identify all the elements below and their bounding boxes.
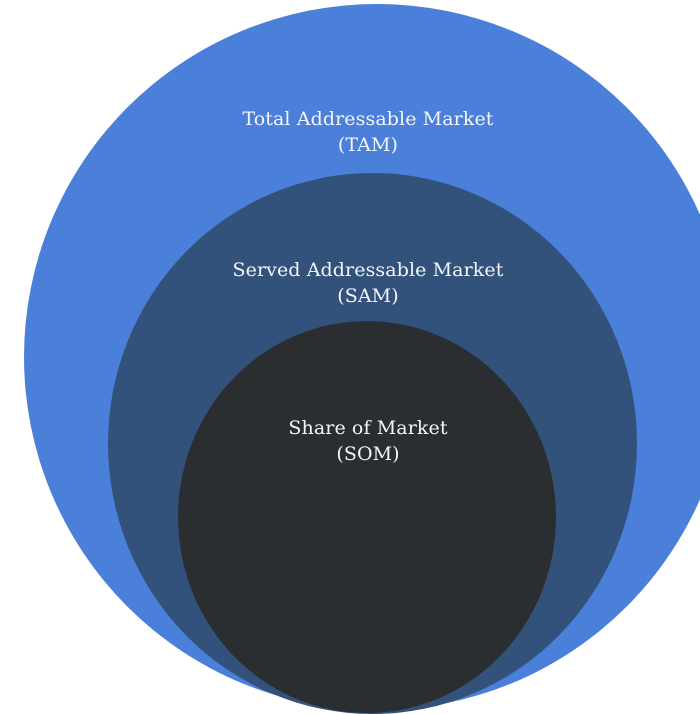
sam-title: Served Addressable Market bbox=[232, 259, 504, 281]
sam-label: Served Addressable Market (SAM) bbox=[168, 257, 568, 309]
som-label: Share of Market (SOM) bbox=[168, 415, 568, 467]
tam-label: Total Addressable Market (TAM) bbox=[168, 106, 568, 158]
sam-abbreviation: (SAM) bbox=[337, 285, 399, 307]
som-circle bbox=[178, 321, 556, 713]
tam-abbreviation: (TAM) bbox=[337, 134, 399, 156]
som-abbreviation: (SOM) bbox=[336, 443, 400, 465]
tam-title: Total Addressable Market bbox=[242, 108, 494, 130]
som-title: Share of Market bbox=[288, 417, 448, 439]
